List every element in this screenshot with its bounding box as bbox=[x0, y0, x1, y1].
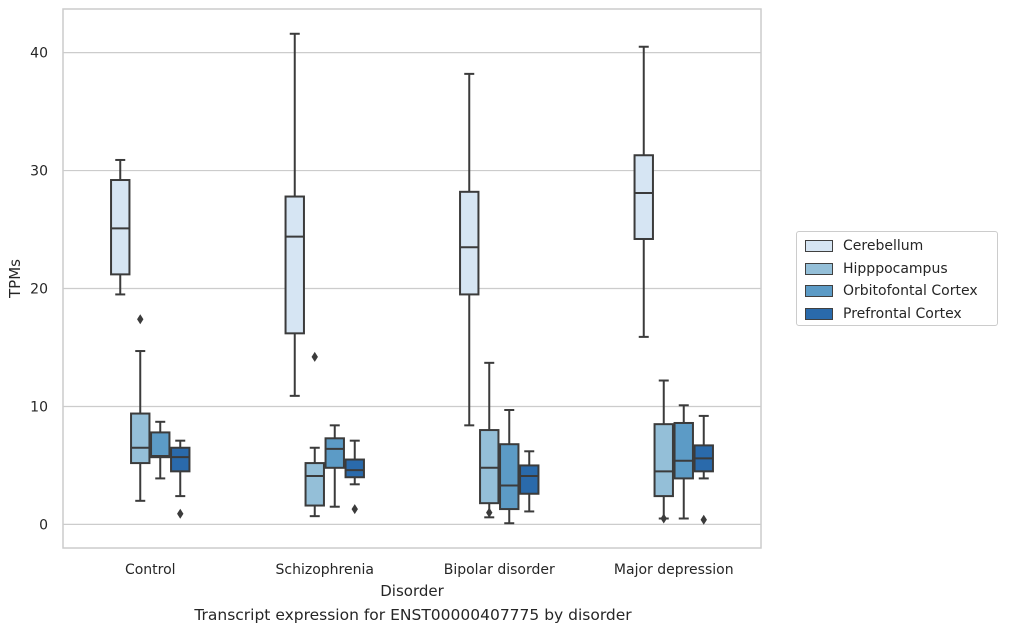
legend-label: Hipppocampus bbox=[843, 260, 948, 277]
box bbox=[693, 414, 714, 525]
box bbox=[324, 424, 345, 508]
y-axis-ticks: 0 10 20 30 40 bbox=[30, 46, 48, 534]
box bbox=[344, 439, 365, 515]
box bbox=[519, 450, 540, 513]
box bbox=[633, 45, 654, 338]
box-iqr bbox=[344, 458, 365, 479]
box-iqr bbox=[304, 462, 325, 507]
legend-label: Prefrontal Cortex bbox=[843, 305, 962, 322]
box bbox=[130, 314, 151, 502]
y-tick-label: 40 bbox=[30, 46, 48, 62]
box-iqr bbox=[459, 190, 480, 296]
box bbox=[673, 404, 694, 520]
x-tick-label: Bipolar disorder bbox=[444, 562, 555, 578]
outlier-point bbox=[177, 508, 184, 519]
box bbox=[653, 379, 674, 524]
outlier-point bbox=[311, 351, 318, 362]
x-tick-label: Schizophrenia bbox=[276, 562, 374, 578]
x-tick-label: Major depression bbox=[614, 562, 734, 578]
series-orbitofontal-cortex bbox=[150, 404, 694, 525]
box-series bbox=[110, 32, 714, 525]
legend-item: Hipppocampus bbox=[805, 258, 997, 281]
box bbox=[459, 72, 480, 427]
box bbox=[479, 361, 500, 519]
outlier-point bbox=[486, 507, 493, 518]
series-cerebellum bbox=[110, 32, 654, 427]
outlier-point bbox=[660, 513, 667, 524]
box bbox=[304, 351, 325, 518]
x-axis-label: Disorder bbox=[380, 582, 444, 600]
legend-swatch bbox=[805, 240, 833, 253]
legend-item: Prefrontal Cortex bbox=[805, 303, 997, 326]
legend-item: Orbitofontal Cortex bbox=[805, 280, 997, 303]
y-tick-label: 10 bbox=[30, 399, 48, 415]
series-hipppocampus bbox=[130, 314, 674, 524]
legend-item: Cerebellum bbox=[805, 235, 997, 258]
legend-swatch bbox=[805, 262, 833, 275]
box-iqr bbox=[110, 179, 131, 276]
legend-label: Orbitofontal Cortex bbox=[843, 283, 978, 300]
box bbox=[110, 158, 131, 296]
legend: Cerebellum Hipppocampus Orbitofontal Corte… bbox=[796, 231, 998, 326]
outlier-point bbox=[351, 504, 358, 515]
box-iqr bbox=[499, 443, 520, 511]
legend-label: Cerebellum bbox=[843, 238, 924, 255]
chart-caption: Transcript expression for ENST0000040777… bbox=[194, 606, 632, 624]
box-iqr bbox=[633, 154, 654, 240]
x-axis-ticks: Control Schizophrenia Bipolar disorder Majo… bbox=[125, 562, 734, 578]
box-iqr bbox=[519, 464, 540, 495]
outlier-point bbox=[700, 514, 707, 525]
outlier-point bbox=[137, 314, 144, 325]
box bbox=[284, 32, 305, 397]
y-tick-label: 0 bbox=[39, 517, 48, 533]
box bbox=[170, 439, 191, 519]
box-iqr bbox=[673, 421, 694, 480]
box bbox=[499, 409, 520, 525]
box-iqr bbox=[130, 412, 151, 465]
legend-swatch bbox=[805, 285, 833, 298]
y-tick-label: 30 bbox=[30, 164, 48, 180]
x-tick-label: Control bbox=[125, 562, 176, 578]
box bbox=[150, 420, 171, 480]
box-iqr bbox=[284, 195, 305, 335]
legend-swatch bbox=[805, 307, 833, 320]
y-axis-label: TPMs bbox=[6, 259, 24, 299]
y-tick-label: 20 bbox=[30, 282, 48, 298]
box-iqr bbox=[479, 429, 500, 505]
box-iqr bbox=[150, 431, 171, 459]
series-prefrontal-cortex bbox=[170, 414, 714, 525]
plot-area-frame bbox=[62, 8, 762, 549]
box-iqr bbox=[653, 423, 674, 498]
box-iqr bbox=[324, 437, 345, 469]
box-iqr bbox=[170, 446, 191, 473]
